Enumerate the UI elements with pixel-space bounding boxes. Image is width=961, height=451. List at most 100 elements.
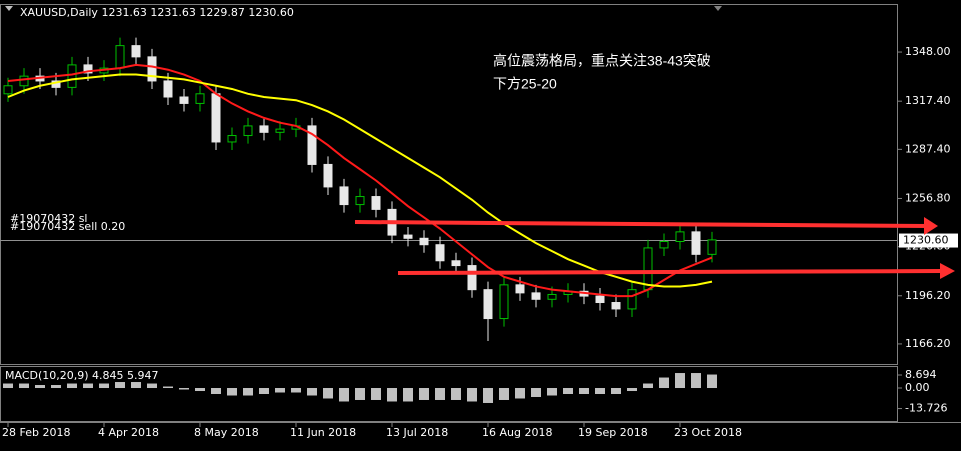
y-tick-label: 1317.40 — [905, 94, 951, 107]
last-price-box — [899, 233, 958, 248]
macd-bar — [659, 377, 669, 389]
candle-body — [131, 45, 141, 58]
moving-average — [7, 73, 713, 288]
macd-bar — [67, 383, 77, 389]
y-tick-label: 8.694 — [905, 368, 937, 381]
moving-average — [7, 63, 713, 298]
candle-body — [371, 196, 381, 210]
macd-bar — [547, 388, 557, 396]
y-tick-label: 1166.20 — [905, 337, 951, 350]
macd-bar — [99, 383, 109, 389]
candle-body — [611, 302, 621, 310]
macd-bar — [499, 388, 509, 400]
macd-bar — [3, 383, 13, 389]
candle-body — [67, 64, 77, 88]
candle-body — [307, 125, 317, 165]
macd-bar — [195, 388, 205, 392]
main-panel: 1348.001317.401287.401256.801226.801196.… — [0, 37, 958, 439]
macd-bar — [563, 388, 573, 394]
macd-bar — [307, 388, 317, 396]
header: XAUUSD,Daily 1231.63 1231.63 1229.87 123… — [20, 6, 294, 19]
macd-bar — [227, 388, 237, 396]
macd-bar — [707, 374, 717, 389]
macd-bar — [147, 383, 157, 389]
macd-bar — [419, 388, 429, 400]
annotation: 高位震荡格局，重点关注38-43突破 — [493, 53, 711, 69]
macd-bar — [675, 373, 685, 389]
macd-bar — [115, 382, 125, 389]
candle-body — [227, 135, 237, 143]
main-frame — [0, 4, 898, 365]
x-tick-label: 28 Feb 2018 — [2, 426, 70, 439]
scroll-icon — [714, 6, 722, 11]
x-tick-label: 19 Sep 2018 — [578, 426, 648, 439]
macd-title: MACD(10,20,9) 4.845 5.947 — [5, 369, 159, 382]
candle-body — [531, 292, 541, 300]
macd-bar — [691, 373, 701, 389]
macd-bar — [611, 388, 621, 394]
annotation: 下方25-20 — [493, 76, 557, 92]
candle-body — [275, 128, 285, 133]
macd-bar — [515, 388, 525, 399]
macd-bar — [131, 382, 141, 389]
candle-body — [163, 80, 173, 98]
candle-body — [627, 289, 637, 310]
macd-bar — [403, 388, 413, 402]
candle-body — [659, 241, 669, 249]
candle-body — [707, 239, 717, 255]
macd-bar — [435, 388, 445, 400]
candle-body — [115, 45, 125, 69]
candle-body — [675, 231, 685, 243]
order-label: #19070432 sell 0.20 — [10, 220, 125, 233]
candle-body — [515, 284, 525, 294]
macd-bar — [243, 388, 253, 396]
candle-body — [419, 237, 429, 246]
macd-bar — [163, 386, 173, 389]
candle-body — [547, 293, 557, 300]
candle-body — [435, 244, 445, 262]
arrow-head — [940, 263, 955, 279]
arrow-line — [354, 220, 929, 228]
candle-body — [19, 75, 29, 87]
x-tick-label: 13 Jul 2018 — [386, 426, 448, 439]
candle-body — [691, 231, 701, 255]
macd-bar — [211, 388, 221, 394]
candle-body — [467, 265, 477, 291]
macd-bar — [19, 383, 29, 389]
candle-body — [195, 93, 205, 104]
macd-bar — [35, 385, 45, 389]
x-tick-label: 16 Aug 2018 — [482, 426, 552, 439]
macd-bar — [531, 388, 541, 397]
candle-body — [323, 163, 333, 188]
macd-frame — [0, 366, 898, 422]
y-tick-label: 1196.20 — [905, 289, 951, 302]
macd-bar — [275, 388, 285, 393]
x-tick-label: 4 Apr 2018 — [98, 426, 159, 439]
order-label: #19070432 sl — [10, 212, 88, 225]
candle-body — [499, 284, 509, 320]
last-price-label: 1230.60 — [903, 234, 949, 247]
macd-bar — [595, 388, 605, 394]
macd-bar — [579, 388, 589, 394]
candle-body — [339, 186, 349, 206]
macd-bar — [467, 388, 477, 402]
macd-bar — [643, 383, 653, 389]
arrow-head — [924, 217, 938, 235]
macd-bar — [483, 388, 493, 403]
candle-body — [259, 125, 269, 133]
candle-body — [451, 260, 461, 267]
macd-bar — [51, 385, 61, 389]
candle-body — [211, 93, 221, 143]
macd-bar — [371, 388, 381, 400]
macd-bar — [451, 388, 461, 400]
macd-bar — [387, 388, 397, 402]
macd-bar — [179, 388, 189, 390]
candle-body — [483, 289, 493, 320]
arrow-line — [397, 269, 943, 275]
y-tick-label: 1256.80 — [905, 191, 951, 204]
macd-bar — [355, 388, 365, 400]
macd-bar — [291, 388, 301, 393]
